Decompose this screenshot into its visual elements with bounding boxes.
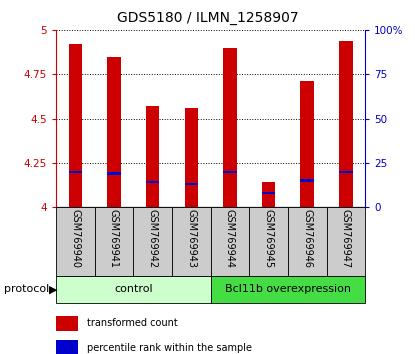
Bar: [185, 183, 198, 185]
Text: GSM769944: GSM769944: [225, 209, 235, 268]
Bar: [210, 207, 249, 276]
Bar: [68, 44, 82, 207]
Text: GSM769940: GSM769940: [71, 209, 81, 268]
Bar: [56, 341, 78, 354]
Text: GSM769946: GSM769946: [302, 209, 312, 268]
Text: GSM769947: GSM769947: [341, 209, 351, 268]
Bar: [133, 207, 172, 276]
Bar: [56, 207, 95, 276]
Bar: [300, 179, 314, 182]
Bar: [210, 276, 365, 303]
Bar: [56, 316, 78, 331]
Text: ▶: ▶: [49, 284, 57, 295]
Bar: [172, 207, 210, 276]
Bar: [107, 172, 121, 175]
Text: GSM769942: GSM769942: [148, 209, 158, 268]
Text: GSM769941: GSM769941: [109, 209, 119, 268]
Bar: [223, 48, 237, 207]
Bar: [95, 207, 133, 276]
Bar: [288, 207, 327, 276]
Text: percentile rank within the sample: percentile rank within the sample: [87, 343, 252, 353]
Bar: [339, 171, 353, 173]
Bar: [68, 171, 82, 173]
Text: control: control: [114, 284, 153, 295]
Bar: [56, 276, 210, 303]
Bar: [146, 181, 159, 183]
Bar: [262, 182, 275, 207]
Bar: [107, 57, 121, 207]
Text: protocol: protocol: [4, 284, 49, 295]
Text: GSM769943: GSM769943: [186, 209, 196, 268]
Bar: [223, 171, 237, 173]
Text: Bcl11b overexpression: Bcl11b overexpression: [225, 284, 351, 295]
Text: transformed count: transformed count: [87, 318, 178, 328]
Bar: [327, 207, 365, 276]
Bar: [339, 41, 353, 207]
Bar: [262, 192, 275, 194]
Bar: [185, 108, 198, 207]
Text: GSM769945: GSM769945: [264, 209, 273, 268]
Text: GDS5180 / ILMN_1258907: GDS5180 / ILMN_1258907: [117, 11, 298, 25]
Bar: [146, 106, 159, 207]
Bar: [249, 207, 288, 276]
Bar: [300, 81, 314, 207]
